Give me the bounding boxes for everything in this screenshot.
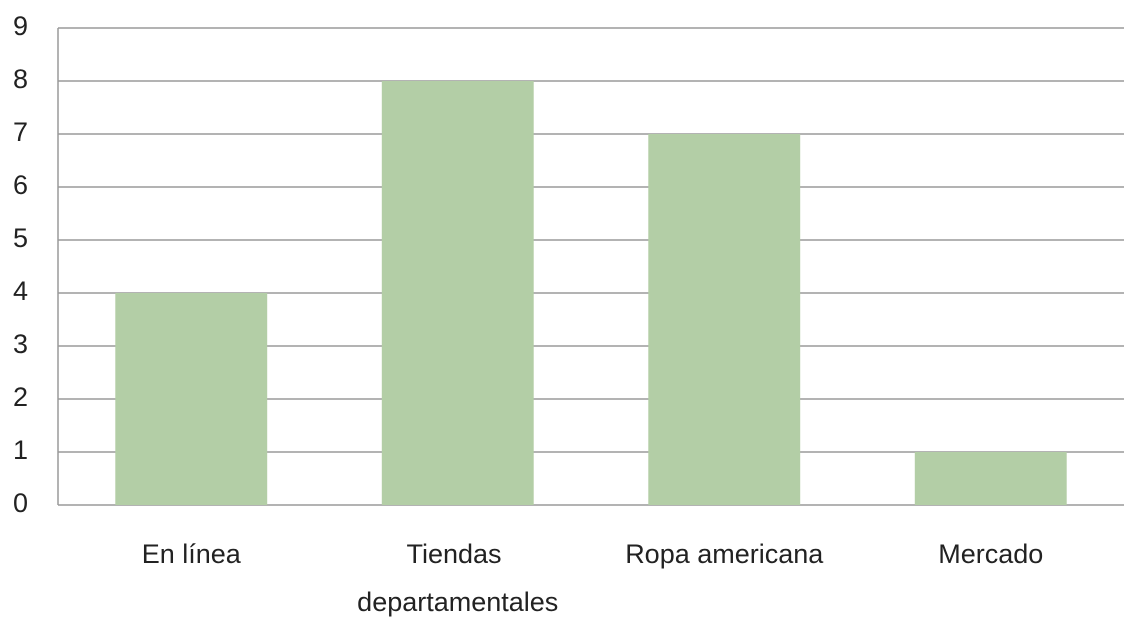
y-tick-label: 6 [13, 170, 28, 200]
y-tick-label: 2 [13, 382, 28, 412]
y-tick-label: 4 [13, 276, 28, 306]
bar [648, 134, 801, 505]
bar [115, 293, 268, 505]
x-tick-label: En línea [142, 539, 242, 569]
bar [914, 452, 1067, 505]
x-tick-label: Ropa americana [625, 539, 824, 569]
y-tick-label: 3 [13, 329, 28, 359]
y-tick-label: 1 [13, 435, 28, 465]
y-tick-label: 5 [13, 223, 28, 253]
x-tick-label: Mercado [938, 539, 1043, 569]
x-tick-label: Tiendas departamentales [357, 539, 558, 617]
y-tick-label: 8 [13, 64, 28, 94]
bar [381, 81, 534, 505]
y-tick-label: 7 [13, 117, 28, 147]
y-tick-label: 9 [13, 11, 28, 41]
y-tick-label: 0 [13, 488, 28, 518]
